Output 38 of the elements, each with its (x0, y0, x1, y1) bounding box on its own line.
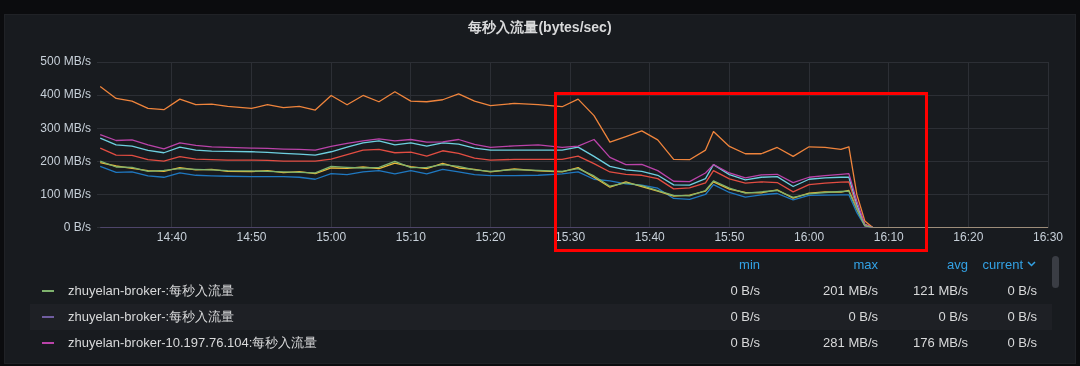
legend-label: zhuyelan-broker-:每秒入流量 (68, 308, 235, 326)
legend-label: zhuyelan-broker-:每秒入流量 (68, 282, 235, 300)
text: 121 MB/s (913, 283, 968, 298)
text: 0 B/s (729, 282, 760, 300)
x-tick-label: 15:10 (395, 230, 427, 245)
text: 176 MB/s (913, 335, 968, 350)
x-tick-label: 16:10 (873, 230, 905, 245)
text: 0 B/s (1007, 335, 1037, 350)
x-tick-label: 15:50 (714, 230, 745, 245)
text: avg (947, 257, 968, 272)
x-tick-label: 16:30 (1032, 230, 1064, 245)
text: 0 B/s (729, 308, 760, 326)
x-tick-label: 15:20 (475, 230, 506, 245)
text: 0 B/s (938, 309, 968, 324)
text: current (982, 257, 1023, 272)
text: 0 B/s (1007, 283, 1037, 298)
text: 201 MB/s (822, 282, 878, 300)
y-tick-label: 0 B/s (63, 219, 91, 234)
legend-label: zhuyelan-broker-10.197.76.104:每秒入流量 (68, 334, 318, 352)
y-tick-label: 300 MB/s (40, 120, 91, 135)
text: 0 B/s (1007, 309, 1037, 324)
y-tick-label: 100 MB/s (40, 186, 91, 201)
x-tick-label: 15:40 (634, 230, 666, 245)
x-tick-label: 16:00 (794, 230, 825, 245)
x-tick-label: 16:20 (953, 230, 984, 245)
x-tick-label: 15:30 (555, 230, 586, 245)
y-tick-label: 500 MB/s (40, 54, 91, 69)
y-tick-label: 200 MB/s (40, 153, 91, 168)
text: max (852, 256, 878, 274)
x-tick-label: 15:00 (316, 230, 347, 245)
x-tick-label: 14:40 (156, 230, 188, 245)
text: 281 MB/s (822, 334, 878, 352)
x-tick-label: 14:50 (236, 230, 267, 245)
text: min (738, 256, 760, 274)
chart-title: 每秒入流量(bytes/sec) (467, 19, 613, 37)
y-tick-label: 400 MB/s (40, 87, 91, 102)
text: 0 B/s (847, 308, 878, 326)
text: 0 B/s (729, 334, 760, 352)
